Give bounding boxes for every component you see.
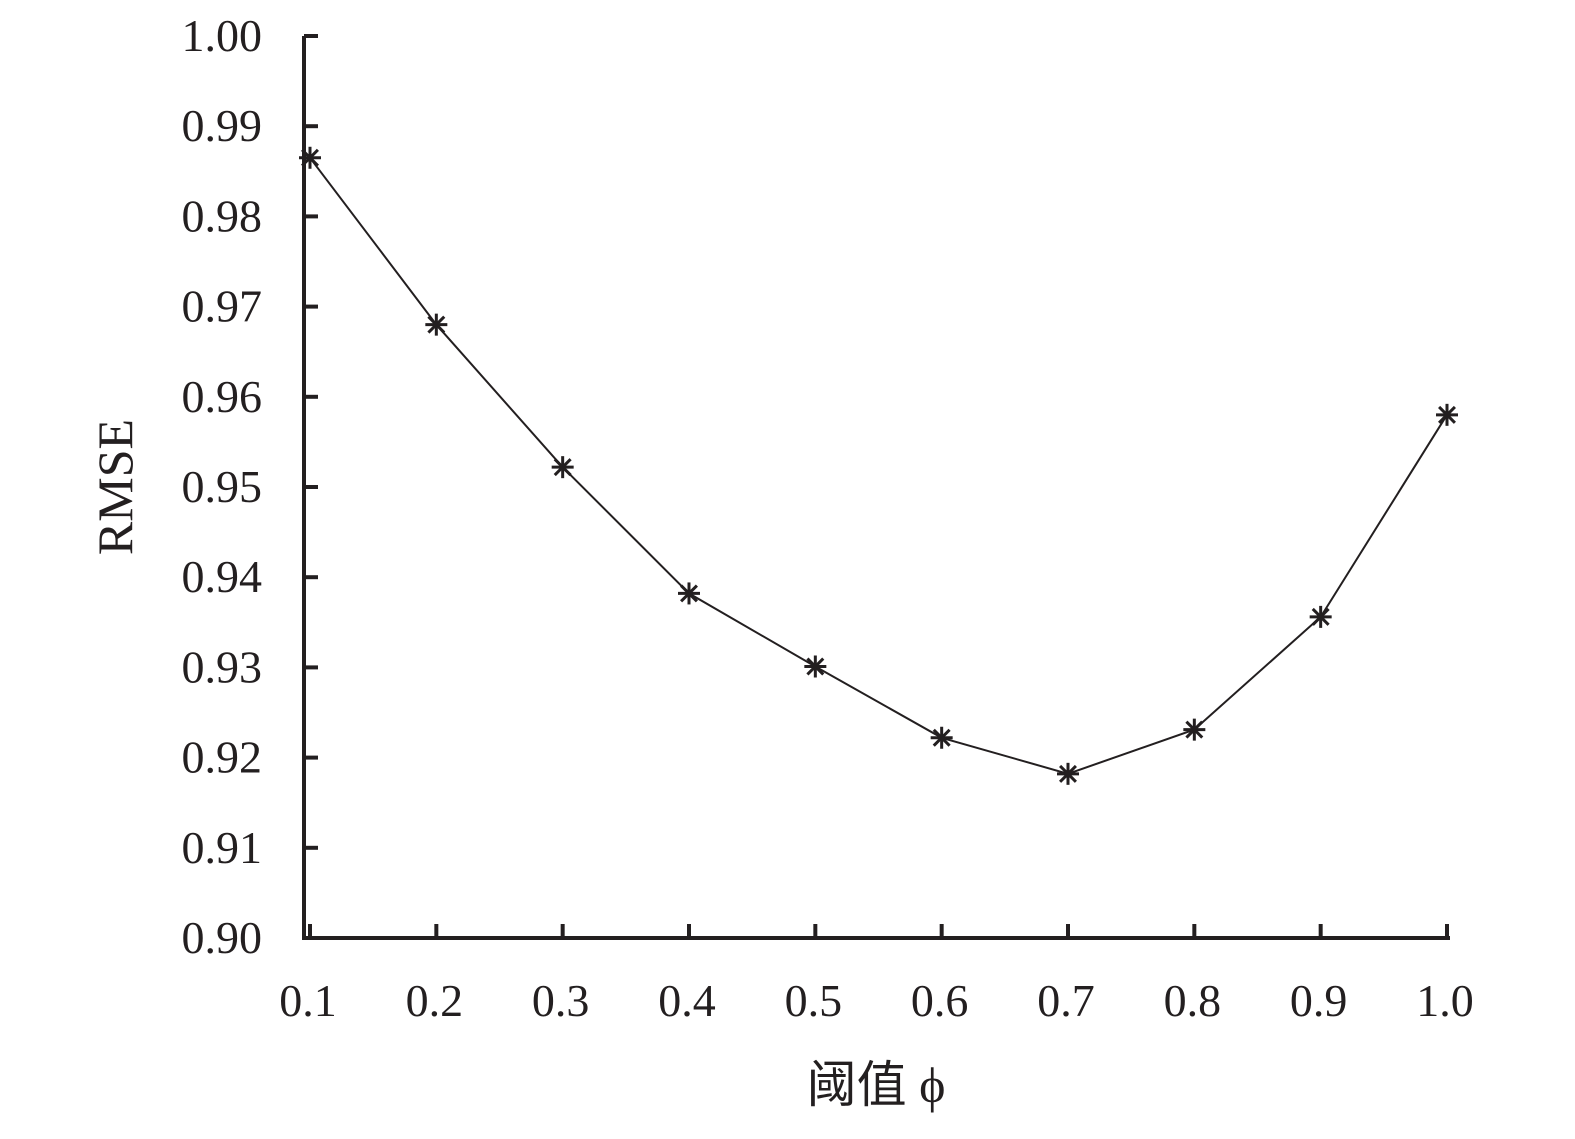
- x-axis-title: 阈值 ϕ: [807, 1057, 946, 1113]
- x-tick-label: 0.3: [532, 975, 590, 1026]
- data-point-marker: [1436, 403, 1458, 426]
- y-tick-label: 0.99: [182, 100, 263, 151]
- series: [299, 146, 1458, 785]
- series-line: [309, 157, 1448, 775]
- axes: [302, 36, 1450, 940]
- data-point-marker: [551, 456, 574, 479]
- x-tick-label: 0.1: [279, 975, 337, 1026]
- y-tick-label: 0.91: [182, 822, 263, 873]
- y-ticks: 0.90 0.91 0.92 0.93 0.94 0.95 0.96 0.97 0.98 0.99…: [182, 10, 318, 963]
- data-point-marker: [804, 655, 827, 678]
- y-tick-label: 0.97: [182, 281, 263, 332]
- y-tick-label: 1.00: [182, 10, 263, 61]
- data-point-marker: [1309, 605, 1332, 628]
- x-tick-label: 0.7: [1037, 975, 1095, 1026]
- y-axis-title: RMSE: [87, 419, 143, 555]
- y-tick-label: 0.94: [182, 551, 263, 602]
- x-tick-label: 0.5: [785, 975, 843, 1026]
- x-tick-label: 0.8: [1164, 975, 1222, 1026]
- x-tick-label: 0.4: [658, 975, 716, 1026]
- data-point-marker: [299, 146, 321, 169]
- data-point-marker: [678, 582, 700, 605]
- data-point-marker: [930, 726, 953, 749]
- x-tick-label: 1.0: [1416, 975, 1474, 1026]
- y-tick-label: 0.95: [182, 461, 263, 512]
- data-point-marker: [425, 313, 448, 336]
- y-tick-label: 0.90: [182, 912, 263, 963]
- x-tick-label: 0.2: [406, 975, 464, 1026]
- y-tick-label: 0.92: [182, 732, 263, 783]
- y-tick-label: 0.96: [182, 371, 263, 422]
- x-tick-label: 0.6: [911, 975, 969, 1026]
- x-ticks: 0.1 0.2 0.3 0.4 0.5 0.6 0.7 0.8 0.9 1.0: [279, 924, 1474, 1026]
- y-tick-label: 0.98: [182, 190, 263, 241]
- data-point-marker: [1183, 718, 1206, 741]
- x-tick-label: 0.9: [1290, 975, 1348, 1026]
- y-tick-label: 0.93: [182, 641, 263, 692]
- data-point-marker: [1057, 762, 1079, 785]
